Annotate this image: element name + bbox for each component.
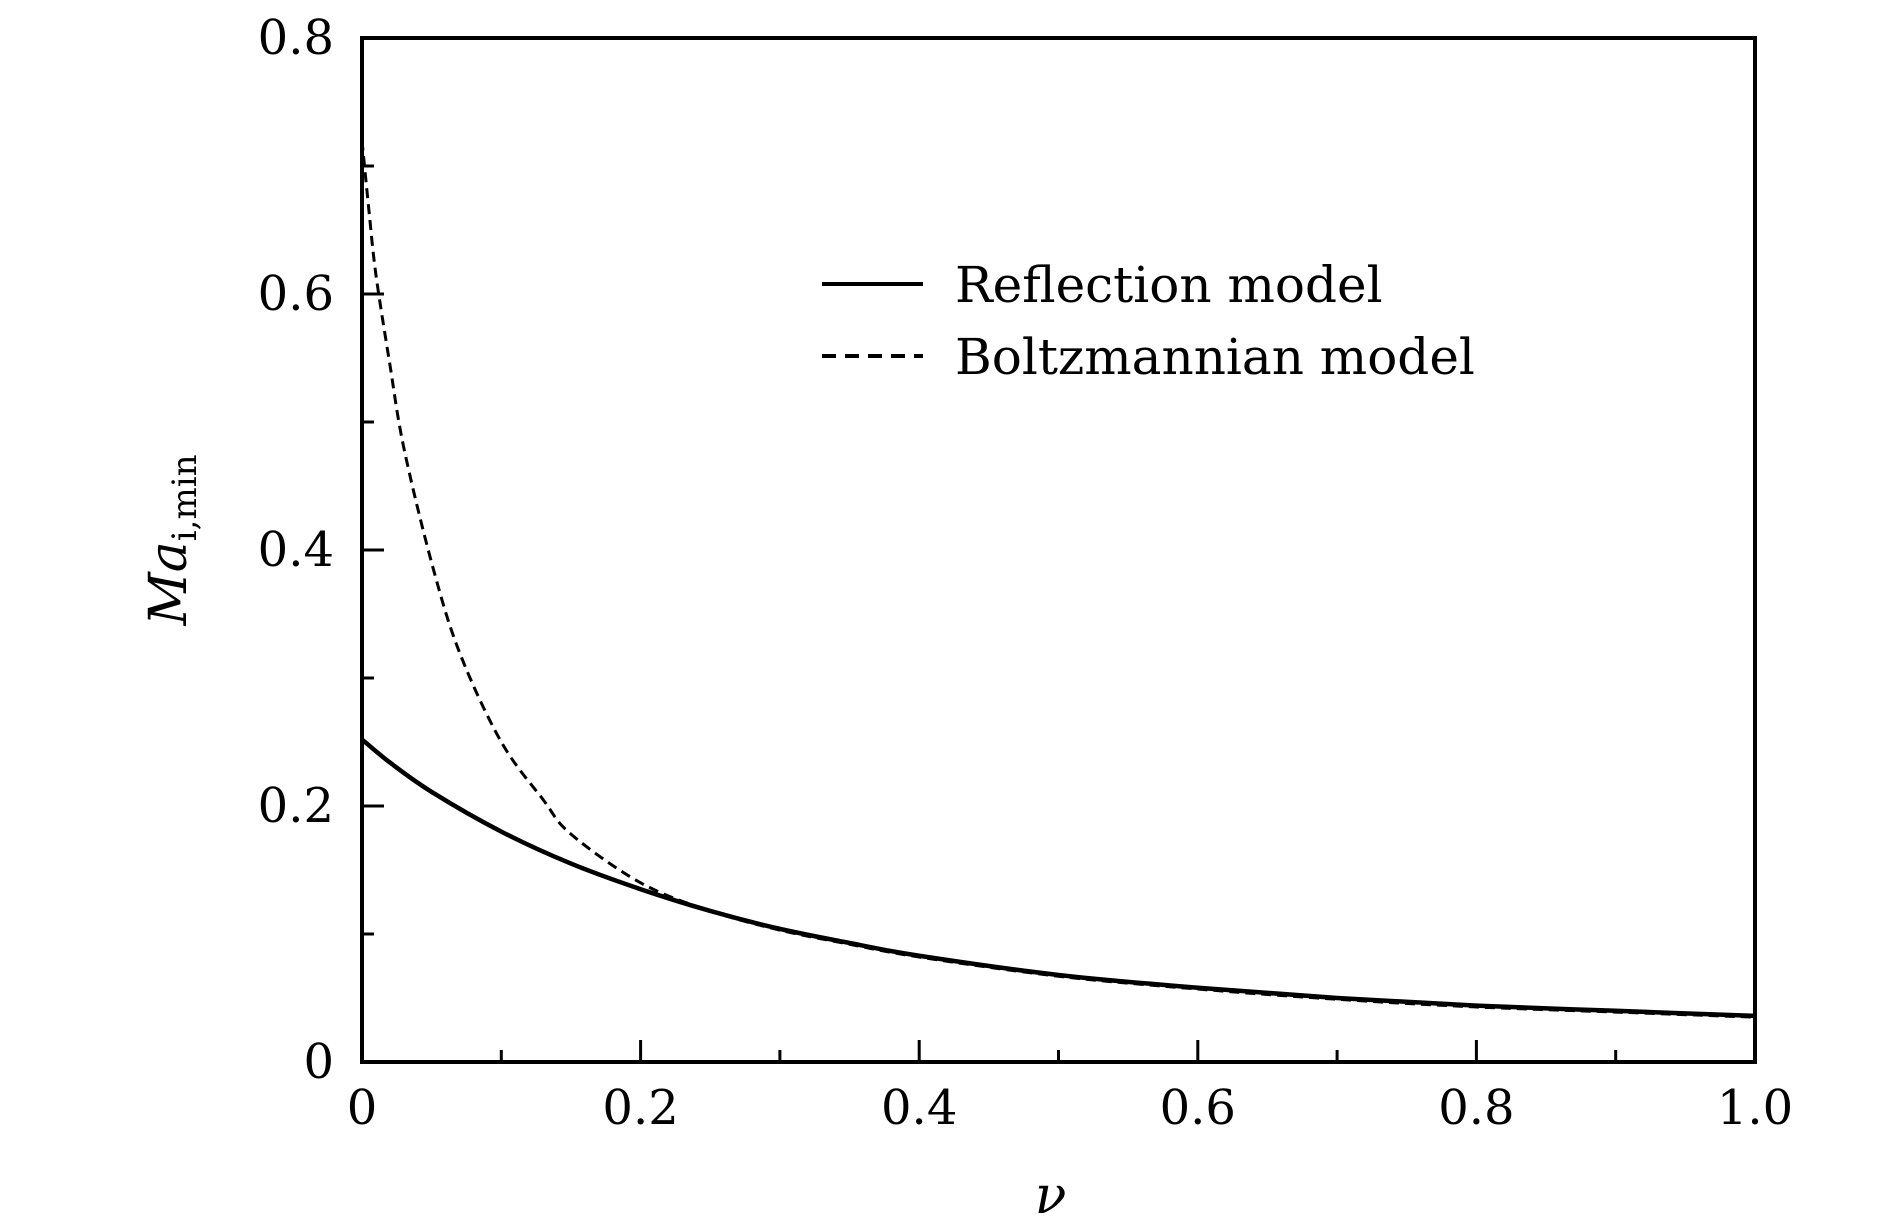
tick-labels: 0 0.2 0.4 0.6 0.8 1.0 0 0.2 0.4 0.6 0.8 <box>258 10 1794 1136</box>
y-tick-label: 0.2 <box>258 778 334 834</box>
series-line-reflection <box>360 737 1756 1019</box>
legend-label-boltzmannian: Boltzmannian model <box>955 328 1475 386</box>
series-line-boltzmannian <box>360 140 1756 1019</box>
x-tick-label: 0.4 <box>881 1080 957 1136</box>
y-axis-title-subscript: i,min <box>165 455 205 542</box>
x-tick-label: 0.8 <box>1438 1080 1514 1136</box>
legend-label-reflection: Reflection model <box>955 256 1383 314</box>
x-tick-label: 0.6 <box>1160 1080 1236 1136</box>
x-tick-label: 0 <box>347 1080 378 1136</box>
y-tick-label: 0.8 <box>258 10 334 66</box>
y-tick-label: 0.4 <box>258 522 334 578</box>
legend: Reflection model Boltzmannian model <box>822 256 1475 386</box>
series-layer <box>360 140 1756 1019</box>
y-tick-label: 0.6 <box>258 266 334 322</box>
y-tick-label: 0 <box>303 1034 334 1090</box>
plot-frame <box>360 36 1757 1064</box>
y-axis-title: Mai,min <box>139 455 205 627</box>
ticks-layer <box>360 36 1757 1064</box>
x-tick-label: 1.0 <box>1717 1080 1793 1136</box>
x-tick-label: 0.2 <box>602 1080 678 1136</box>
y-axis-title-main: Ma <box>139 541 199 626</box>
x-axis-title: ν <box>1035 1166 1067 1226</box>
